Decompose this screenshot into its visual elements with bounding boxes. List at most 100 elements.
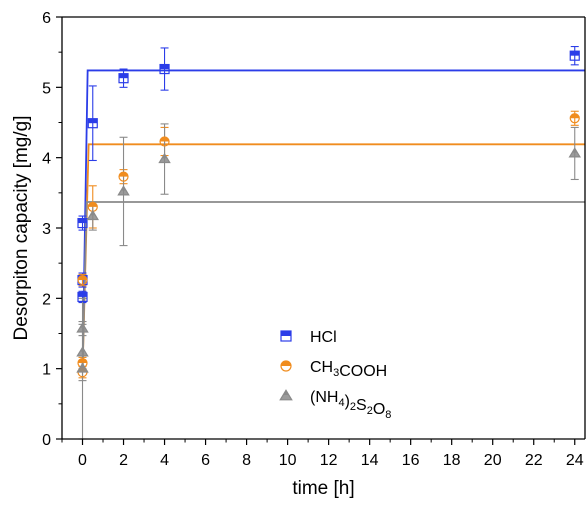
x-tick-label: 24 xyxy=(566,452,584,469)
marker-outline xyxy=(279,389,293,401)
legend-label-part: 2 xyxy=(367,405,373,417)
y-tick-label: 6 xyxy=(42,10,51,27)
marker-outline xyxy=(118,73,129,84)
legend-label: HCl xyxy=(310,329,337,346)
square-marker xyxy=(118,73,129,84)
x-tick-label: 14 xyxy=(361,452,379,469)
legend-entry-3: (NH4)2S2O8 xyxy=(279,389,391,421)
x-tick-label: 0 xyxy=(78,452,87,469)
circle-marker xyxy=(569,113,580,124)
x-tick-label: 6 xyxy=(201,452,210,469)
square-marker xyxy=(77,217,88,229)
marker-outline xyxy=(158,152,171,164)
triangle-marker xyxy=(158,152,171,164)
legend-label-part: HCl xyxy=(310,329,337,346)
x-tick-label: 2 xyxy=(119,452,128,469)
marker-fill-half xyxy=(78,275,88,281)
marker-fill-half xyxy=(78,292,88,297)
marker-outline xyxy=(86,209,100,221)
marker-outline xyxy=(159,136,170,147)
triangle-marker xyxy=(568,147,581,158)
marker-outline xyxy=(117,185,130,196)
legend-label: (NH4)2S2O8 xyxy=(310,389,391,421)
marker-fill-half xyxy=(88,118,98,124)
marker-outline xyxy=(118,171,129,182)
marker-fill-half xyxy=(570,113,580,119)
legend-label-part: ) xyxy=(345,393,350,410)
marker-outline xyxy=(569,50,580,61)
marker-fill-half xyxy=(88,202,98,207)
y-tick-label: 4 xyxy=(42,151,51,168)
triangle-marker xyxy=(76,322,89,333)
square-marker xyxy=(87,118,98,129)
triangle-marker xyxy=(76,362,89,373)
circle-marker xyxy=(280,360,292,372)
x-tick-label: 10 xyxy=(279,452,297,469)
marker-outline xyxy=(280,360,292,372)
marker-outline xyxy=(280,330,292,342)
marker-outline xyxy=(76,362,89,373)
y-tick-label: 1 xyxy=(42,362,51,379)
legend-label-part: 4 xyxy=(338,397,344,409)
x-tick-label: 16 xyxy=(402,452,420,469)
legend-label-part: COOH xyxy=(339,363,387,380)
marker-fill-half xyxy=(570,51,580,56)
marker-fill-half xyxy=(119,73,129,79)
x-tick-label: 22 xyxy=(525,452,543,469)
triangle-marker xyxy=(279,389,293,401)
legend-label-part: 2 xyxy=(350,401,356,413)
triangle-marker xyxy=(86,209,100,221)
fit-line-3 xyxy=(81,201,585,373)
y-tick-label: 2 xyxy=(42,291,51,308)
data-markers xyxy=(76,50,581,378)
y-axis-title: Desorpiton capacity [mg/g] xyxy=(11,116,32,341)
marker-outline xyxy=(76,322,89,333)
marker-outline xyxy=(77,217,88,229)
x-tick-label: 12 xyxy=(320,452,338,469)
marker-fill-half xyxy=(119,172,129,177)
marker-outline xyxy=(159,63,170,75)
y-tick-label: 0 xyxy=(42,432,51,449)
marker-outline xyxy=(87,118,98,129)
x-axis-title: time [h] xyxy=(292,478,354,499)
marker-fill-half xyxy=(281,331,291,336)
marker-outline xyxy=(568,147,581,158)
x-tick-label: 8 xyxy=(242,452,251,469)
legend-label-part: O xyxy=(373,401,385,418)
marker-outline xyxy=(569,113,580,124)
marker-fill-half xyxy=(160,136,170,142)
legend-label-part: 3 xyxy=(333,367,339,379)
marker-fill-half xyxy=(160,64,170,70)
square-marker xyxy=(569,50,580,61)
legend-label-part: (NH xyxy=(310,389,338,406)
axes xyxy=(56,16,586,445)
circle-marker xyxy=(77,274,88,286)
legend-entry-1: HCl xyxy=(280,329,337,346)
legend-entry-2: CH3COOH xyxy=(280,359,387,380)
circle-marker xyxy=(159,136,170,147)
triangle-marker xyxy=(117,185,130,196)
triangle-marker xyxy=(76,346,89,357)
marker-outline xyxy=(77,274,88,286)
square-marker xyxy=(280,330,292,342)
square-marker xyxy=(77,291,88,303)
legend-label-part: CH xyxy=(310,359,333,376)
marker-fill-half xyxy=(78,218,88,224)
y-tick-label: 5 xyxy=(42,80,51,97)
square-marker xyxy=(159,63,170,75)
marker-outline xyxy=(77,291,88,303)
x-tick-label: 4 xyxy=(160,452,169,469)
x-tick-label: 20 xyxy=(484,452,502,469)
circle-marker xyxy=(118,171,129,182)
y-tick-label: 3 xyxy=(42,221,51,238)
legend-label-part: 8 xyxy=(385,409,391,421)
x-tick-label: 18 xyxy=(443,452,461,469)
legend-label-part: S xyxy=(356,397,367,414)
legend-label: CH3COOH xyxy=(310,359,387,380)
marker-fill-half xyxy=(78,358,88,364)
marker-outline xyxy=(76,346,89,357)
